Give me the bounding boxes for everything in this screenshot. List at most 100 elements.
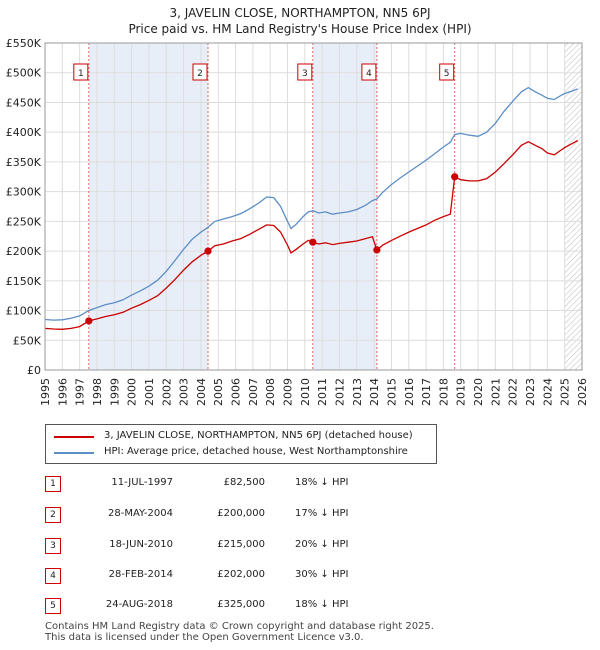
x-tick-label: 2005 — [212, 378, 225, 406]
sale-number-label: 2 — [197, 69, 203, 79]
shaded-period — [88, 43, 209, 370]
x-tick-label: 2012 — [333, 378, 346, 406]
x-tick-label: 2007 — [247, 378, 260, 406]
x-tick-label: 2006 — [230, 378, 243, 406]
x-tick-label: 2003 — [178, 378, 191, 406]
transaction-row: 4 28-FEB-2014 £202,000 30% ↓ HPI — [45, 566, 545, 586]
x-tick-label: 2004 — [195, 378, 208, 406]
series-line-property — [44, 139, 579, 330]
transaction-number: 5 — [45, 598, 61, 614]
transaction-date: 11-JUL-1997 — [111, 477, 173, 488]
chart-subtitle: Price paid vs. HM Land Registry's House … — [128, 22, 472, 36]
transaction-row: 1 11-JUL-1997 £82,500 18% ↓ HPI — [45, 474, 545, 494]
y-tick-label: £350K — [6, 156, 42, 169]
x-tick-label: 2009 — [282, 378, 295, 406]
y-tick-label: £300K — [6, 186, 42, 199]
legend-swatch-hpi — [54, 452, 94, 454]
transaction-hpi-diff: 18% ↓ HPI — [295, 599, 349, 610]
x-tick-label: 2010 — [299, 378, 312, 406]
transaction-price: £82,500 — [223, 477, 265, 488]
plot-frame — [44, 42, 583, 371]
sale-point — [85, 317, 93, 325]
y-tick-label: £500K — [6, 67, 42, 80]
x-tick-label: 2021 — [489, 378, 502, 406]
chart-legend: 3, JAVELIN CLOSE, NORTHAMPTON, NN5 6PJ (… — [45, 424, 437, 464]
x-tick-label: 2019 — [455, 378, 468, 406]
footer-licence: This data is licensed under the Open Gov… — [45, 632, 364, 643]
x-tick-label: 2014 — [368, 378, 381, 406]
footer-copyright: Contains HM Land Registry data © Crown c… — [45, 621, 434, 632]
transaction-price: £202,000 — [217, 569, 265, 580]
x-tick-label: 1996 — [56, 378, 69, 406]
sale-point — [204, 247, 212, 255]
x-tick-label: 2013 — [351, 378, 364, 406]
sale-number-label: 4 — [366, 69, 372, 79]
x-tick-label: 1997 — [74, 378, 87, 406]
x-tick-label: 1998 — [91, 378, 104, 406]
footer-attribution: Contains HM Land Registry data © Crown c… — [45, 621, 434, 643]
legend-swatch-property — [54, 436, 94, 438]
transaction-date: 28-MAY-2004 — [107, 508, 173, 519]
legend-label-hpi: HPI: Average price, detached house, West… — [104, 446, 408, 457]
transaction-price: £200,000 — [217, 508, 265, 519]
x-tick-label: 2001 — [143, 378, 156, 406]
transaction-hpi-diff: 30% ↓ HPI — [295, 569, 349, 580]
sale-number-box — [192, 63, 208, 81]
transaction-number: 3 — [45, 538, 61, 554]
y-tick-label: £450K — [6, 96, 42, 109]
x-tick-label: 2025 — [559, 378, 572, 406]
legend-label-property: 3, JAVELIN CLOSE, NORTHAMPTON, NN5 6PJ (… — [104, 430, 413, 441]
sale-number-box — [297, 63, 313, 81]
transaction-price: £325,000 — [217, 599, 265, 610]
shaded-period — [312, 43, 377, 370]
sale-point — [451, 173, 459, 181]
x-tick-label: 2020 — [472, 378, 485, 406]
x-tick-label: 2017 — [420, 378, 433, 406]
x-tick-label: 2026 — [576, 378, 589, 406]
x-tick-label: 2011 — [316, 378, 329, 406]
y-tick-label: £250K — [6, 215, 42, 228]
y-tick-label: £150K — [6, 275, 42, 288]
x-tick-label: 2022 — [507, 378, 520, 406]
transaction-hpi-diff: 17% ↓ HPI — [295, 508, 349, 519]
x-tick-label: 2018 — [437, 378, 450, 406]
transaction-date: 24-AUG-2018 — [105, 599, 173, 610]
transaction-row: 5 24-AUG-2018 £325,000 18% ↓ HPI — [45, 596, 545, 616]
x-tick-label: 2015 — [385, 378, 398, 406]
sale-point — [309, 238, 317, 246]
x-tick-label: 1995 — [39, 378, 52, 406]
y-tick-label: £0 — [27, 364, 41, 377]
transaction-price: £215,000 — [217, 539, 265, 550]
sale-number-label: 3 — [302, 69, 308, 79]
transaction-row: 3 18-JUN-2010 £215,000 20% ↓ HPI — [45, 536, 545, 556]
x-tick-label: 2002 — [160, 378, 173, 406]
transaction-date: 28-FEB-2014 — [108, 569, 173, 580]
forecast-hatch — [564, 43, 582, 370]
x-tick-label: 1999 — [108, 378, 121, 406]
transaction-number: 2 — [45, 507, 61, 523]
transaction-number: 4 — [45, 568, 61, 584]
y-tick-label: £100K — [6, 305, 42, 318]
y-tick-label: £50K — [13, 334, 42, 347]
transaction-hpi-diff: 20% ↓ HPI — [295, 539, 349, 550]
sale-number-label: 5 — [444, 69, 450, 79]
x-tick-label: 2000 — [126, 378, 139, 406]
sale-point — [373, 246, 381, 254]
sale-number-box — [439, 63, 455, 81]
price-chart: 1 2 3 4 5 £0 £50K £100K £150K £200K £250K £300K £350… — [6, 37, 589, 406]
y-tick-label: £400K — [6, 126, 42, 139]
x-tick-label: 2024 — [541, 378, 554, 406]
sale-number-label: 1 — [78, 69, 84, 79]
chart-title: 3, JAVELIN CLOSE, NORTHAMPTON, NN5 6PJ — [169, 6, 431, 20]
transaction-row: 2 28-MAY-2004 £200,000 17% ↓ HPI — [45, 505, 545, 525]
transaction-date: 18-JUN-2010 — [109, 539, 173, 550]
x-tick-label: 2008 — [264, 378, 277, 406]
sale-number-box — [73, 63, 89, 81]
y-tick-label: £200K — [6, 245, 42, 258]
transaction-number: 1 — [45, 476, 61, 492]
series-line-hpi — [44, 86, 578, 321]
x-tick-label: 2023 — [524, 378, 537, 406]
y-tick-label: £550K — [6, 37, 42, 50]
sale-number-box — [361, 63, 377, 81]
transaction-hpi-diff: 18% ↓ HPI — [295, 477, 349, 488]
